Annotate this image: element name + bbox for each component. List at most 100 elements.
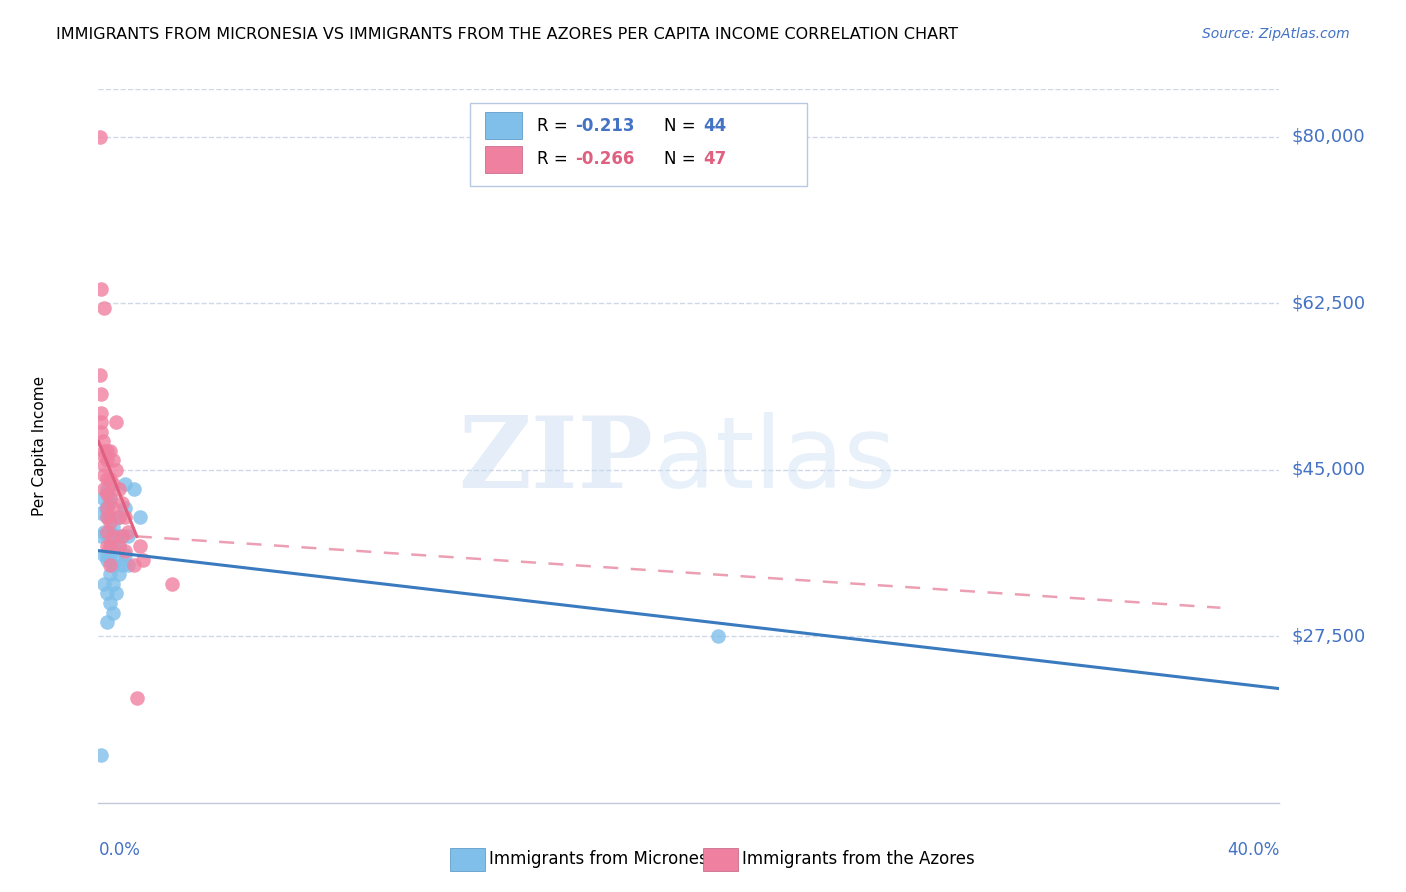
Point	[94, 500, 117, 515]
Point	[90, 415, 112, 429]
Point	[93, 482, 115, 496]
Text: 0.0%: 0.0%	[98, 841, 141, 859]
Point	[114, 543, 136, 558]
Point	[103, 453, 125, 467]
Point	[117, 558, 139, 572]
Point	[90, 282, 112, 296]
Point	[96, 486, 118, 500]
Point	[108, 539, 131, 553]
Text: Immigrants from Micronesia: Immigrants from Micronesia	[489, 850, 723, 868]
Point	[122, 558, 145, 572]
Text: -0.266: -0.266	[575, 150, 636, 168]
Point	[93, 577, 115, 591]
Point	[90, 406, 112, 420]
Text: 44: 44	[703, 117, 727, 135]
Point	[114, 477, 136, 491]
Point	[96, 482, 118, 496]
Point	[93, 443, 115, 458]
Point	[90, 529, 112, 543]
Point	[114, 549, 136, 563]
Point	[96, 549, 118, 563]
Point	[103, 558, 125, 572]
Point	[91, 434, 114, 449]
Point	[108, 539, 131, 553]
Point	[98, 567, 121, 582]
Point	[98, 539, 121, 553]
Point	[103, 520, 125, 534]
Point	[96, 453, 118, 467]
Text: Per Capita Income: Per Capita Income	[32, 376, 46, 516]
Point	[103, 500, 125, 515]
Point	[108, 567, 131, 582]
Point	[111, 558, 134, 572]
Point	[105, 415, 128, 429]
Point	[117, 524, 139, 539]
Bar	[485, 112, 523, 139]
Text: 40.0%: 40.0%	[1227, 841, 1279, 859]
Point	[96, 553, 118, 567]
Text: R =: R =	[537, 117, 572, 135]
Text: -0.213: -0.213	[575, 117, 636, 135]
Point	[98, 549, 121, 563]
Point	[96, 500, 118, 515]
Point	[93, 467, 115, 482]
Point	[91, 491, 114, 506]
Point	[98, 472, 121, 486]
Point	[103, 477, 125, 491]
Text: ZIP: ZIP	[458, 412, 654, 508]
Point	[128, 510, 150, 524]
Point	[96, 472, 118, 486]
Point	[96, 529, 118, 543]
Bar	[485, 145, 523, 173]
Point	[98, 515, 121, 529]
Point	[98, 558, 121, 572]
Text: $27,500: $27,500	[1291, 627, 1365, 645]
Point	[96, 615, 118, 629]
Point	[93, 301, 115, 315]
Text: IMMIGRANTS FROM MICRONESIA VS IMMIGRANTS FROM THE AZORES PER CAPITA INCOME CORRE: IMMIGRANTS FROM MICRONESIA VS IMMIGRANTS…	[56, 27, 959, 42]
Point	[125, 691, 148, 706]
Point	[93, 449, 115, 463]
Point	[132, 553, 155, 567]
Text: N =: N =	[664, 150, 702, 168]
FancyBboxPatch shape	[471, 103, 807, 186]
Point	[105, 553, 128, 567]
Point	[89, 129, 111, 144]
Point	[93, 549, 115, 563]
Point	[114, 510, 136, 524]
Point	[111, 496, 134, 510]
Point	[90, 386, 112, 401]
Text: N =: N =	[664, 117, 702, 135]
Point	[98, 539, 121, 553]
Text: 47: 47	[703, 150, 727, 168]
Point	[103, 606, 125, 620]
Point	[105, 586, 128, 600]
Point	[96, 524, 118, 539]
Point	[108, 482, 131, 496]
Point	[114, 500, 136, 515]
Text: atlas: atlas	[654, 412, 896, 508]
Point	[98, 524, 121, 539]
Point	[108, 510, 131, 524]
Text: Source: ZipAtlas.com: Source: ZipAtlas.com	[1202, 27, 1350, 41]
Point	[105, 463, 128, 477]
Point	[96, 510, 118, 524]
Point	[96, 443, 118, 458]
Point	[117, 529, 139, 543]
Point	[98, 443, 121, 458]
Point	[96, 510, 118, 524]
Point	[108, 510, 131, 524]
Text: R =: R =	[537, 150, 572, 168]
Point	[103, 529, 125, 543]
Point	[98, 596, 121, 610]
Point	[93, 524, 115, 539]
Point	[128, 539, 150, 553]
Text: $45,000: $45,000	[1291, 461, 1365, 479]
Point	[90, 748, 112, 763]
Point	[90, 425, 112, 439]
Text: Immigrants from the Azores: Immigrants from the Azores	[742, 850, 976, 868]
Text: $62,500: $62,500	[1291, 294, 1365, 312]
Point	[97, 496, 120, 510]
Point	[162, 577, 183, 591]
Point	[103, 539, 125, 553]
